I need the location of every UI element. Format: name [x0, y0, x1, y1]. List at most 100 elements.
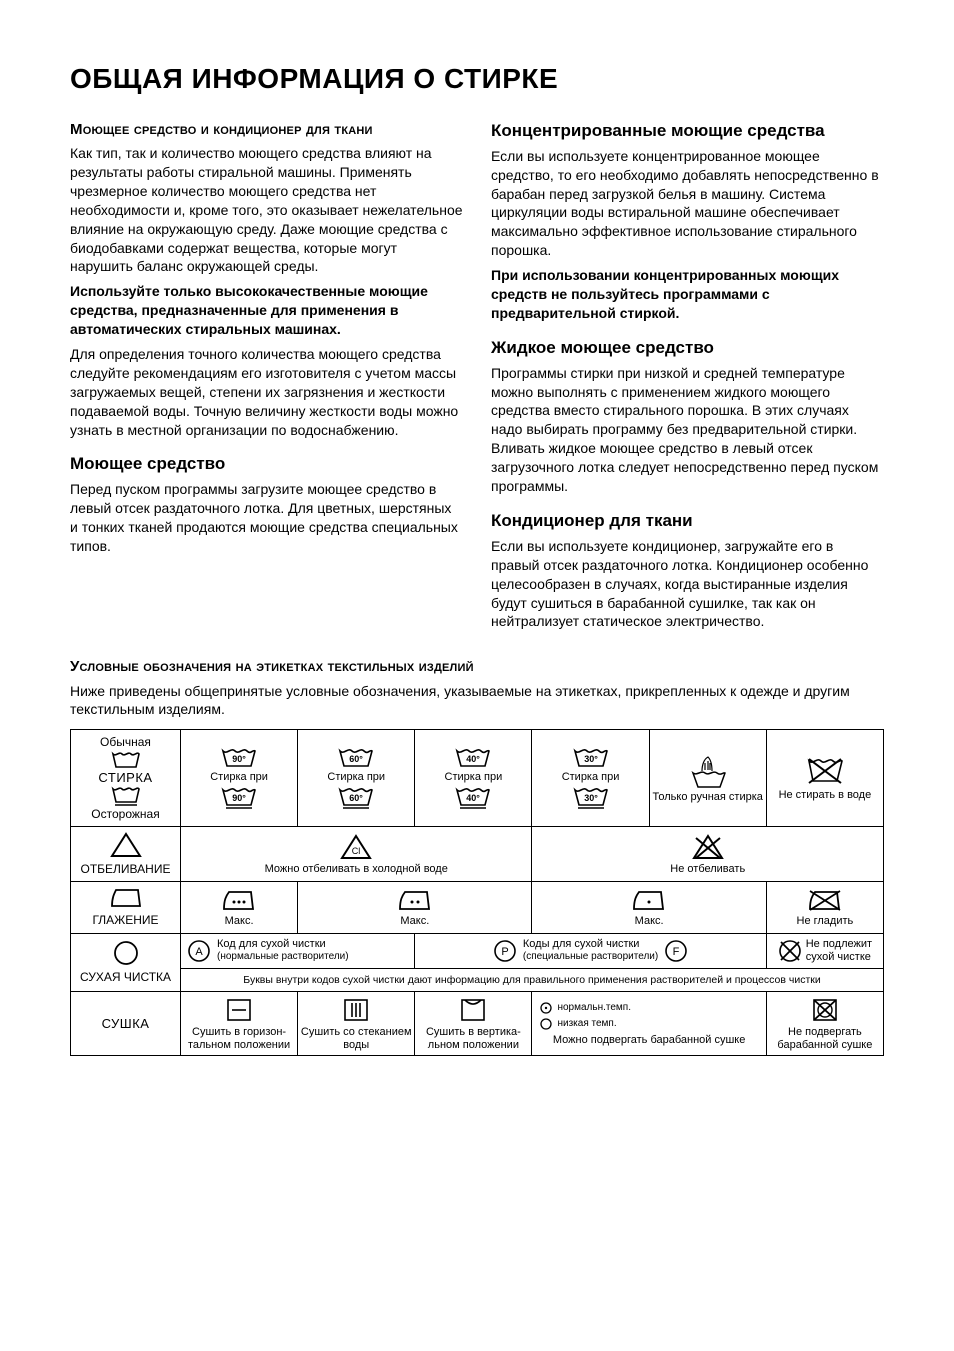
row-dryclean: СУХАЯ ЧИСТКА A Код для сухой чистки (нор… — [71, 933, 884, 968]
iron-none: Не гладить — [766, 882, 883, 933]
dry-flat: Сушить в горизон-тальном положении — [181, 991, 298, 1055]
tumble-norm-icon — [538, 1001, 554, 1015]
p-detergent-2-bold: Используйте только высококачественные мо… — [70, 282, 463, 339]
tumble-cross-icon — [810, 996, 840, 1024]
svg-text:60°: 60° — [349, 793, 363, 803]
dryclean-a-lbl2: (нормальные растворители) — [217, 950, 349, 964]
iron-1dot-icon — [629, 887, 669, 913]
iron-rowhead: ГЛАЖЕНИЕ — [71, 882, 181, 933]
iron-3dot: Макс. — [181, 882, 298, 933]
wash-head-3: Осторожная — [91, 806, 159, 822]
dryclean-none-lbl2: сухой чистке — [806, 951, 872, 964]
dry-flat-icon — [224, 996, 254, 1024]
dry-flat-label: Сушить в горизон-тальном положении — [183, 1026, 295, 1051]
dry-drip-label: Сушить со стеканием воды — [300, 1026, 412, 1051]
dry-tumble-no: Не подвергать барабанной сушке — [766, 991, 883, 1055]
svg-text:30°: 30° — [584, 793, 598, 803]
dryclean-p-lbl1: Коды для сухой чистки — [523, 938, 658, 951]
wash-head-2: СТИРКА — [98, 769, 152, 787]
dryclean-p: P Коды для сухой чистки (специальные рас… — [415, 933, 766, 968]
iron-cross-icon — [805, 887, 845, 913]
dry-head: СУШКА — [73, 1015, 178, 1033]
h-conditioner: Кондиционер для ткани — [491, 510, 884, 533]
svg-text:A: A — [195, 946, 203, 958]
wash-rowhead: Обычная СТИРКА Осторожная — [71, 730, 181, 827]
page-title: ОБЩАЯ ИНФОРМАЦИЯ О СТИРКЕ — [70, 60, 884, 98]
tub-60-icon: 60° — [338, 748, 374, 768]
tumble-ok-label: Можно подвергать барабанной сушке — [553, 1034, 745, 1047]
iron-1dot: Макс. — [532, 882, 766, 933]
bleach-rowhead: ОТБЕЛИВАНИЕ — [71, 827, 181, 882]
svg-text:90°: 90° — [232, 793, 246, 803]
bleach-can: Cl Можно отбеливать в холодной воде — [181, 827, 532, 882]
dryclean-p-lbl2: (специальные растворители) — [523, 950, 658, 964]
row-dry: СУШКА Сушить в горизон-тальном положении… — [71, 991, 884, 1055]
right-column: Концентрированные моющие средства Если в… — [491, 120, 884, 638]
iron-icon — [108, 886, 144, 910]
dry-tumble-ok: нормальн.темп. низкая темп. Можно подвер… — [532, 991, 766, 1055]
dry-hang-icon — [458, 996, 488, 1024]
h-concentrated: Концентрированные моющие средства — [491, 120, 884, 143]
handwash-icon — [688, 753, 728, 789]
bleach-cannot-label: Не отбеливать — [670, 863, 745, 876]
iron-none-label: Не гладить — [797, 915, 854, 928]
tub-30-under-icon: 30° — [573, 787, 609, 809]
bleach-cannot: Не отбеливать — [532, 827, 884, 882]
row-dryclean-note: Буквы внутри кодов сухой чистки дают инф… — [71, 968, 884, 991]
svg-text:60°: 60° — [349, 754, 363, 764]
iron-2dot: Макс. — [298, 882, 532, 933]
iron-2dot-label: Макс. — [400, 915, 429, 928]
wash-30: 30° Стирка при 30° — [532, 730, 649, 827]
wash-hand-label: Только ручная стирка — [653, 791, 763, 804]
svg-text:40°: 40° — [467, 754, 481, 764]
triangle-cross-icon — [691, 833, 725, 861]
symbols-table: Обычная СТИРКА Осторожная 90° Стирка при… — [70, 729, 884, 1056]
left-column: Моющее средство и кондиционер для ткани … — [70, 120, 463, 638]
p-detergent-1: Как тип, так и количество моющего средст… — [70, 144, 463, 276]
dryclean-a-lbl1: Код для сухой чистки — [217, 938, 349, 951]
dry-hang-label: Сушить в вертика-льном положении — [417, 1026, 529, 1051]
dry-drip-icon — [341, 996, 371, 1024]
wash-head-1: Обычная — [100, 734, 151, 750]
p-conditioner: Если вы используете кондиционер, загружа… — [491, 537, 884, 631]
bleach-can-label: Можно отбеливать в холодной воде — [265, 863, 448, 876]
p-liquid: Программы стирки при низкой и средней те… — [491, 364, 884, 496]
symbols-title: Условные обозначения на этикетках тексти… — [70, 657, 884, 677]
circle-p-icon: P — [493, 939, 517, 963]
wash-60: 60° Стирка при 60° — [298, 730, 415, 827]
svg-text:Cl: Cl — [352, 846, 361, 856]
circle-f-icon: F — [664, 939, 688, 963]
wash-30-label: Стирка при — [562, 771, 620, 784]
p-detergent-4: Перед пуском программы загрузите моющее … — [70, 480, 463, 556]
circle-cross-icon — [778, 939, 802, 963]
h-liquid: Жидкое моющее средство — [491, 337, 884, 360]
wash-none-label: Не стирать в воде — [779, 789, 872, 802]
iron-head: ГЛАЖЕНИЕ — [92, 912, 158, 928]
triangle-icon — [109, 831, 143, 859]
triangle-cl-icon: Cl — [339, 833, 373, 861]
tub-underline-icon — [111, 786, 141, 806]
row-wash: Обычная СТИРКА Осторожная 90° Стирка при… — [71, 730, 884, 827]
tub-40-under-icon: 40° — [455, 787, 491, 809]
svg-text:30°: 30° — [584, 754, 598, 764]
dryclean-none: Не подлежит сухой чистке — [766, 933, 883, 968]
dryclean-head: СУХАЯ ЧИСТКА — [80, 969, 171, 985]
tub-30-icon: 30° — [573, 748, 609, 768]
wash-90-label: Стирка при — [210, 771, 268, 784]
dryclean-note: Буквы внутри кодов сухой чистки дают инф… — [181, 968, 884, 991]
svg-text:F: F — [673, 946, 680, 958]
iron-3dot-label: Макс. — [225, 915, 254, 928]
iron-1dot-label: Макс. — [635, 915, 664, 928]
svg-text:90°: 90° — [232, 754, 246, 764]
wash-40: 40° Стирка при 40° — [415, 730, 532, 827]
h-detergent: Моющее средство — [70, 453, 463, 476]
iron-2dot-icon — [395, 887, 435, 913]
wash-90: 90° Стирка при 90° — [181, 730, 298, 827]
tub-90-icon: 90° — [221, 748, 257, 768]
dry-hang: Сушить в вертика-льном положении — [415, 991, 532, 1055]
tub-40-icon: 40° — [455, 748, 491, 768]
bleach-head: ОТБЕЛИВАНИЕ — [81, 861, 171, 877]
svg-text:P: P — [501, 946, 508, 958]
dryclean-rowhead: СУХАЯ ЧИСТКА — [71, 933, 181, 991]
tub-icon — [111, 751, 141, 769]
